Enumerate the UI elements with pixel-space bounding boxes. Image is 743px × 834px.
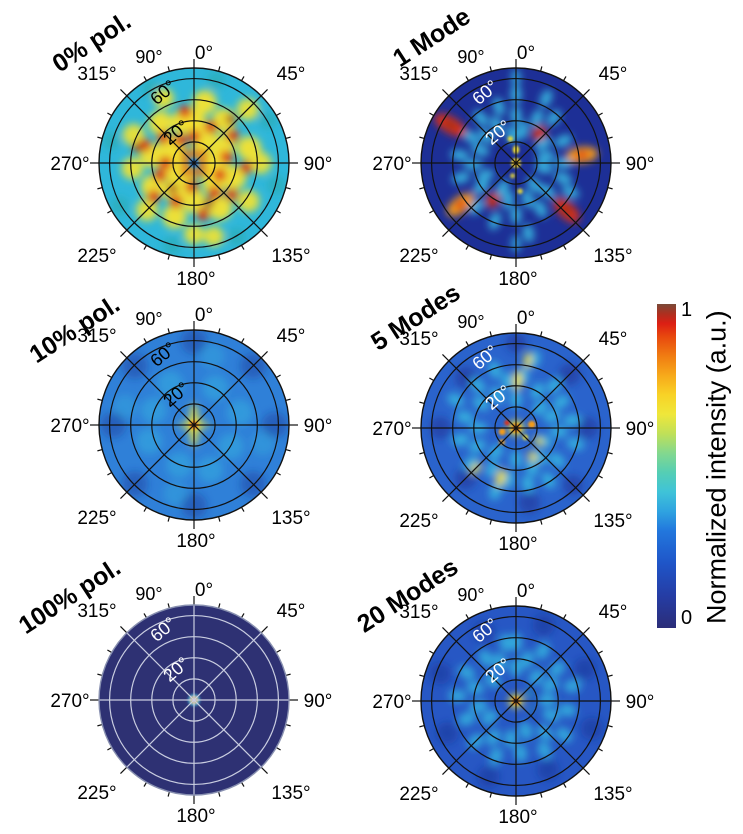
angular-tick-label-0: 0° bbox=[517, 308, 535, 329]
polar-grid bbox=[421, 606, 611, 796]
angular-tick-label-45: 45° bbox=[277, 326, 306, 347]
angular-tick-label-45: 45° bbox=[599, 602, 628, 623]
angular-tick-label-0: 0° bbox=[517, 581, 535, 602]
outer-circle bbox=[98, 604, 290, 796]
outer-circle bbox=[420, 332, 612, 524]
angular-ticks bbox=[412, 324, 620, 532]
colorbar-tick-max: 1 bbox=[681, 299, 693, 321]
angular-tick-label-0: 0° bbox=[195, 43, 213, 64]
angular-tick-label-90: 90° bbox=[304, 154, 333, 175]
angular-tick-label-225: 225° bbox=[399, 511, 438, 532]
angular-tick-label-135: 135° bbox=[593, 784, 632, 805]
outer-circle bbox=[420, 67, 612, 259]
angular-tick-label-315: 315° bbox=[77, 64, 116, 85]
angular-tick-label-270: 270° bbox=[372, 419, 411, 440]
angular-tick-label-270: 270° bbox=[50, 154, 89, 175]
angular-tick-label-135: 135° bbox=[271, 783, 310, 804]
angular-tick-label-90: 90° bbox=[626, 692, 655, 713]
angular-tick-label-45: 45° bbox=[277, 601, 306, 622]
angular-tick-label-180: 180° bbox=[498, 807, 537, 828]
angular-ticks bbox=[90, 596, 298, 804]
radial-tick-label-90: 90° bbox=[457, 312, 484, 332]
radial-tick-label-90: 90° bbox=[135, 47, 162, 67]
angular-tick-label-315: 315° bbox=[399, 64, 438, 85]
angular-tick-label-45: 45° bbox=[599, 329, 628, 350]
polar-plot-20-modes: 0°45°90°135°180°225°270°315°20°60°90° bbox=[372, 581, 655, 828]
colorbar-tick-min: 0 bbox=[681, 607, 693, 629]
angular-tick-label-90: 90° bbox=[304, 416, 333, 437]
polar-plot-0-pol: 0°45°90°135°180°225°270°315°20°60°90° bbox=[50, 43, 333, 290]
angular-ticks bbox=[90, 59, 298, 267]
angular-tick-label-225: 225° bbox=[399, 784, 438, 805]
angular-ticks bbox=[412, 59, 620, 267]
angular-tick-label-270: 270° bbox=[372, 692, 411, 713]
polar-grid bbox=[421, 68, 611, 258]
angular-tick-label-225: 225° bbox=[399, 246, 438, 267]
angular-tick-label-270: 270° bbox=[50, 691, 89, 712]
colorbar bbox=[657, 304, 676, 628]
radial-tick-label-90: 90° bbox=[135, 309, 162, 329]
radial-tick-label-90: 90° bbox=[457, 47, 484, 67]
angular-tick-label-225: 225° bbox=[77, 783, 116, 804]
polar-grid bbox=[99, 605, 289, 795]
angular-tick-label-315: 315° bbox=[77, 601, 116, 622]
angular-tick-label-225: 225° bbox=[77, 246, 116, 267]
polar-plot-1-mode: 0°45°90°135°180°225°270°315°20°60°90° bbox=[372, 43, 655, 290]
angular-ticks bbox=[412, 597, 620, 805]
polar-plot-100-pol: 0°45°90°135°180°225°270°315°20°60°90° bbox=[50, 580, 333, 827]
radial-tick-label-90: 90° bbox=[135, 584, 162, 604]
angular-tick-label-45: 45° bbox=[277, 64, 306, 85]
polar-grid bbox=[421, 333, 611, 523]
angular-tick-label-180: 180° bbox=[498, 534, 537, 555]
angular-tick-label-0: 0° bbox=[195, 305, 213, 326]
angular-tick-label-135: 135° bbox=[593, 246, 632, 267]
angular-tick-label-180: 180° bbox=[176, 531, 215, 552]
outer-circle bbox=[420, 605, 612, 797]
angular-tick-label-0: 0° bbox=[195, 580, 213, 601]
angular-ticks bbox=[90, 321, 298, 529]
angular-tick-label-135: 135° bbox=[593, 511, 632, 532]
angular-tick-label-315: 315° bbox=[77, 326, 116, 347]
angular-tick-label-90: 90° bbox=[626, 419, 655, 440]
angular-tick-label-135: 135° bbox=[271, 508, 310, 529]
outer-circle bbox=[98, 67, 290, 259]
polar-plot-5-modes: 0°45°90°135°180°225°270°315°20°60°90° bbox=[372, 308, 655, 555]
angular-tick-label-315: 315° bbox=[399, 602, 438, 623]
angular-tick-label-90: 90° bbox=[626, 154, 655, 175]
angular-tick-label-270: 270° bbox=[50, 416, 89, 437]
angular-tick-label-180: 180° bbox=[176, 269, 215, 290]
radial-tick-label-90: 90° bbox=[457, 585, 484, 605]
angular-tick-label-225: 225° bbox=[77, 508, 116, 529]
angular-tick-label-180: 180° bbox=[498, 269, 537, 290]
polar-plot-10-pol: 0°45°90°135°180°225°270°315°20°60°90° bbox=[50, 305, 333, 552]
angular-tick-label-135: 135° bbox=[271, 246, 310, 267]
angular-tick-label-0: 0° bbox=[517, 43, 535, 64]
polar-grid bbox=[99, 68, 289, 258]
angular-tick-label-45: 45° bbox=[599, 64, 628, 85]
angular-tick-label-90: 90° bbox=[304, 691, 333, 712]
outer-circle bbox=[98, 329, 290, 521]
colorbar-axis-label: Normalized intensity (a.u.) bbox=[701, 310, 732, 624]
polar-grid bbox=[99, 330, 289, 520]
angular-tick-label-270: 270° bbox=[372, 154, 411, 175]
angular-tick-label-180: 180° bbox=[176, 806, 215, 827]
angular-tick-label-315: 315° bbox=[399, 329, 438, 350]
